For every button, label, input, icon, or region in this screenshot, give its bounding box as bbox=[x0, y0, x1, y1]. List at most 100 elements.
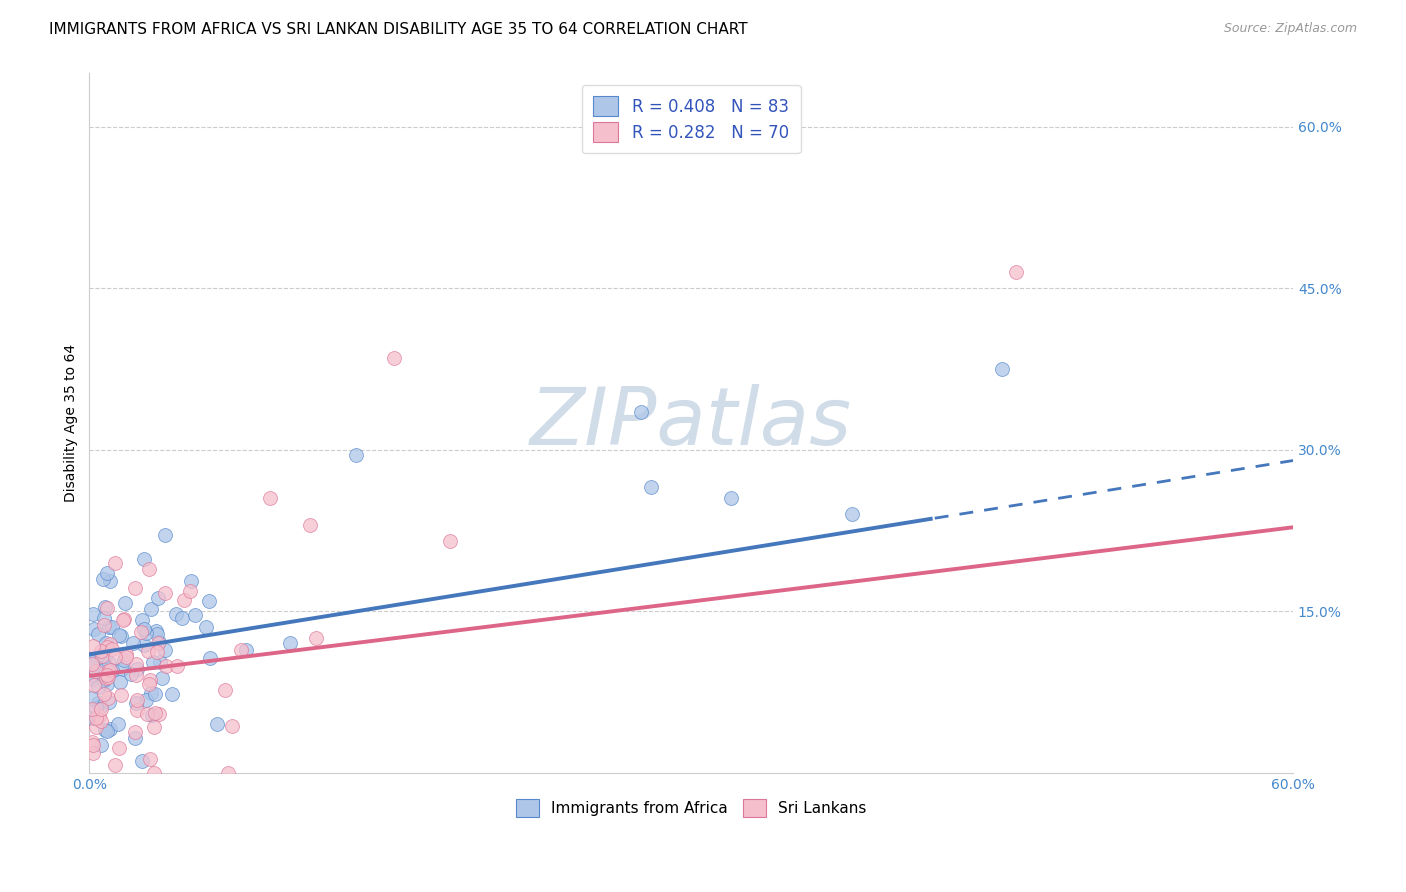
Point bbox=[86, 651, 108, 665]
Point bbox=[155, 658, 177, 673]
Point bbox=[142, 720, 165, 734]
Point bbox=[131, 625, 153, 640]
Point bbox=[93, 618, 115, 632]
Point bbox=[93, 688, 115, 702]
Point bbox=[630, 405, 652, 419]
Point bbox=[184, 607, 207, 622]
Point bbox=[127, 662, 149, 676]
Point bbox=[124, 657, 146, 671]
Point bbox=[90, 702, 112, 716]
Point bbox=[439, 534, 461, 549]
Point bbox=[198, 651, 221, 665]
Point bbox=[86, 681, 108, 695]
Point bbox=[235, 642, 257, 657]
Point bbox=[132, 552, 155, 566]
Point bbox=[82, 607, 104, 621]
Point bbox=[115, 647, 138, 661]
Point bbox=[83, 678, 105, 692]
Point bbox=[82, 735, 104, 749]
Point bbox=[125, 696, 148, 710]
Point bbox=[139, 601, 162, 615]
Point bbox=[146, 626, 169, 640]
Point bbox=[195, 620, 218, 634]
Point bbox=[179, 584, 201, 599]
Point bbox=[104, 758, 127, 772]
Point bbox=[114, 596, 136, 610]
Text: IMMIGRANTS FROM AFRICA VS SRI LANKAN DISABILITY AGE 35 TO 64 CORRELATION CHART: IMMIGRANTS FROM AFRICA VS SRI LANKAN DIS… bbox=[49, 22, 748, 37]
Point bbox=[94, 636, 117, 650]
Point bbox=[107, 717, 129, 731]
Point bbox=[153, 642, 176, 657]
Point bbox=[82, 639, 104, 653]
Point bbox=[93, 611, 115, 625]
Point bbox=[80, 711, 103, 725]
Point bbox=[150, 671, 173, 685]
Point bbox=[145, 624, 167, 638]
Point bbox=[84, 701, 107, 715]
Point bbox=[89, 714, 111, 729]
Point bbox=[96, 676, 118, 690]
Point bbox=[165, 607, 187, 622]
Point bbox=[96, 600, 118, 615]
Point bbox=[110, 688, 132, 702]
Point bbox=[86, 627, 108, 641]
Point bbox=[97, 671, 120, 685]
Point bbox=[96, 640, 118, 654]
Point bbox=[101, 663, 124, 677]
Point bbox=[166, 659, 188, 673]
Point bbox=[148, 706, 170, 721]
Point bbox=[278, 636, 301, 650]
Point bbox=[80, 656, 103, 670]
Point bbox=[98, 656, 121, 670]
Point bbox=[87, 709, 110, 723]
Point bbox=[96, 668, 118, 682]
Point bbox=[143, 687, 166, 701]
Point bbox=[153, 586, 176, 600]
Point bbox=[96, 566, 118, 580]
Point bbox=[98, 663, 121, 677]
Point bbox=[97, 695, 120, 709]
Point bbox=[221, 719, 243, 733]
Point bbox=[720, 491, 742, 506]
Point bbox=[135, 706, 157, 721]
Point bbox=[139, 686, 162, 700]
Point bbox=[93, 572, 115, 586]
Text: ZIPatlas: ZIPatlas bbox=[530, 384, 852, 462]
Point bbox=[87, 696, 110, 710]
Point bbox=[180, 574, 202, 588]
Point bbox=[841, 508, 863, 522]
Point bbox=[90, 739, 112, 753]
Point bbox=[82, 711, 104, 725]
Point bbox=[136, 643, 159, 657]
Point bbox=[86, 720, 108, 734]
Point bbox=[139, 673, 162, 688]
Point bbox=[111, 613, 134, 627]
Point bbox=[135, 626, 157, 640]
Point bbox=[98, 574, 121, 588]
Point bbox=[104, 556, 127, 570]
Point bbox=[153, 527, 176, 541]
Point bbox=[214, 683, 236, 698]
Point bbox=[80, 690, 103, 705]
Point bbox=[94, 671, 117, 685]
Point bbox=[80, 702, 103, 716]
Point bbox=[94, 648, 117, 663]
Point bbox=[96, 690, 118, 705]
Point bbox=[640, 480, 662, 494]
Point bbox=[122, 636, 145, 650]
Point bbox=[160, 687, 183, 701]
Point bbox=[98, 637, 121, 651]
Point bbox=[96, 664, 118, 678]
Point bbox=[112, 612, 135, 626]
Point bbox=[132, 638, 155, 652]
Text: Source: ZipAtlas.com: Source: ZipAtlas.com bbox=[1223, 22, 1357, 36]
Point bbox=[124, 582, 146, 596]
Point bbox=[198, 594, 221, 608]
Point bbox=[173, 593, 195, 607]
Point bbox=[124, 725, 146, 739]
Point bbox=[382, 351, 405, 366]
Point bbox=[138, 677, 160, 691]
Point bbox=[124, 731, 146, 745]
Point bbox=[98, 722, 121, 736]
Point bbox=[143, 765, 166, 780]
